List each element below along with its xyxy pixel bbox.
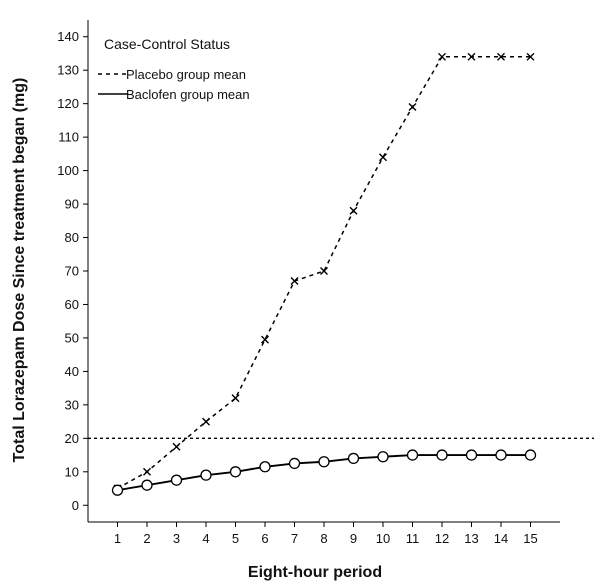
data-point-x-marker [172,442,181,451]
data-point-circle-marker [229,466,242,478]
data-point-circle-marker [377,451,389,463]
series-group [111,52,537,496]
y-tick-label: 130 [57,63,79,78]
data-point-x-marker [290,277,299,286]
x-tick-label: 13 [464,531,478,546]
y-axis-title: Total Lorazepam Dose Since treatment beg… [11,78,28,463]
data-point-circle-marker [495,449,507,461]
y-tick-label: 110 [58,130,79,145]
data-point-x-marker [438,52,446,61]
y-tick-label: 40 [65,364,79,379]
x-tick-label: 10 [376,531,390,546]
legend-label-baclofen: Baclofen group mean [126,87,250,102]
series-placebo [113,52,535,493]
legend-title: Case-Control Status [104,36,230,52]
data-point-circle-marker [288,457,301,470]
y-ticks: 0 10 20 30 40 50 60 70 80 90 100 110 120 130 140 [57,29,88,513]
data-point-x-marker [320,267,328,275]
data-point-x-marker [379,153,387,162]
x-tick-label: 8 [320,531,327,546]
x-axis-title: Eight-hour period [248,564,382,581]
legend: Case-Control Status Placebo group mean B… [98,36,250,102]
y-tick-label: 30 [65,397,79,412]
x-tick-label: 7 [291,531,298,546]
data-point-circle-marker [318,456,330,468]
y-tick-label: 120 [57,96,79,111]
x-tick-label: 14 [494,531,508,546]
x-tick-label: 6 [261,531,268,546]
x-tick-label: 5 [232,531,239,546]
data-point-x-marker [467,52,476,61]
x-tick-label: 1 [114,531,121,546]
y-tick-label: 0 [72,498,79,513]
x-tick-label: 15 [523,531,537,546]
series-line [117,56,531,490]
data-point-x-marker [526,52,535,61]
data-point-circle-marker [170,474,183,486]
data-point-circle-marker [347,452,360,465]
x-tick-label: 12 [435,531,449,546]
y-tick-label: 140 [57,29,79,44]
data-point-circle-marker [465,449,478,461]
data-point-circle-marker [406,449,419,461]
legend-label-placebo: Placebo group mean [126,67,246,82]
y-tick-label: 70 [65,264,79,279]
data-point-x-marker [408,103,417,112]
y-tick-label: 100 [57,163,79,178]
data-point-x-marker [231,394,240,403]
y-tick-label: 90 [65,197,79,212]
data-point-x-marker [497,52,505,61]
data-point-circle-marker [436,449,448,461]
data-point-circle-marker [524,449,537,461]
x-tick-label: 3 [173,531,180,546]
data-point-x-marker [349,206,358,215]
x-tick-label: 4 [202,531,209,546]
data-point-x-marker [143,467,151,476]
data-point-circle-marker [259,461,271,473]
x-ticks: 1 2 3 4 5 6 7 8 9 10 11 12 13 14 15 [114,522,538,546]
series-baclofen [111,449,537,496]
data-point-x-marker [202,417,210,426]
y-tick-label: 60 [65,297,79,312]
data-point-circle-marker [141,479,153,491]
data-point-x-marker [261,335,269,344]
x-tick-label: 9 [350,531,357,546]
x-tick-label: 2 [143,531,150,546]
y-tick-label: 80 [65,230,79,245]
y-tick-label: 10 [65,464,79,479]
data-point-circle-marker [200,469,212,481]
y-tick-label: 50 [65,330,79,345]
data-point-circle-marker [111,484,124,496]
y-tick-label: 20 [65,431,79,446]
x-tick-label: 11 [406,531,420,546]
